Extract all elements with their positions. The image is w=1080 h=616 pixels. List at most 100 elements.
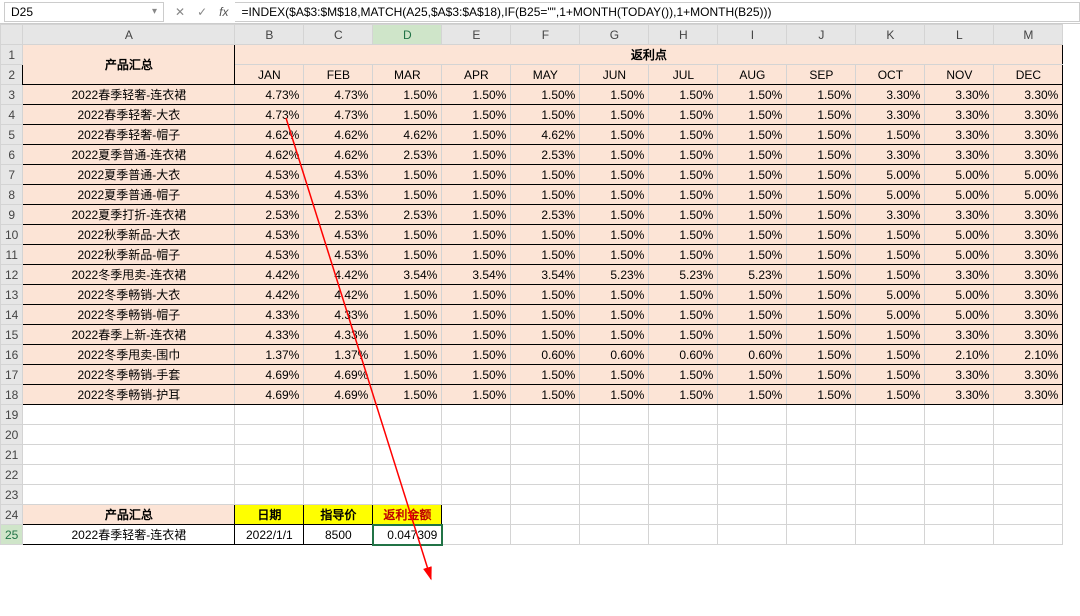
data-cell[interactable]: 1.50%	[718, 365, 787, 385]
data-cell[interactable]: 4.73%	[304, 85, 373, 105]
data-cell[interactable]: 1.50%	[649, 205, 718, 225]
data-cell[interactable]: 1.50%	[580, 85, 649, 105]
empty-cell[interactable]	[580, 505, 649, 525]
empty-cell[interactable]	[856, 505, 925, 525]
data-cell[interactable]: 1.50%	[649, 305, 718, 325]
data-cell[interactable]: 1.50%	[580, 385, 649, 405]
data-cell[interactable]: 1.50%	[442, 245, 511, 265]
data-cell[interactable]: 1.50%	[511, 285, 580, 305]
col-header-M[interactable]: M	[994, 25, 1063, 45]
data-cell[interactable]: 1.50%	[442, 165, 511, 185]
empty-cell[interactable]	[994, 485, 1063, 505]
row-header-8[interactable]: 8	[1, 185, 23, 205]
select-all-corner[interactable]	[1, 25, 23, 45]
empty-cell[interactable]	[649, 465, 718, 485]
data-cell[interactable]: 1.50%	[373, 165, 442, 185]
empty-cell[interactable]	[856, 485, 925, 505]
empty-cell[interactable]	[442, 405, 511, 425]
empty-cell[interactable]	[580, 425, 649, 445]
lower-date-cell[interactable]: 2022/1/1	[235, 525, 304, 545]
data-cell[interactable]: 1.50%	[442, 285, 511, 305]
col-header-I[interactable]: I	[718, 25, 787, 45]
data-cell[interactable]: 1.50%	[856, 125, 925, 145]
data-cell[interactable]: 5.00%	[994, 165, 1063, 185]
empty-cell[interactable]	[925, 445, 994, 465]
data-cell[interactable]: 1.50%	[580, 105, 649, 125]
data-cell[interactable]: 5.00%	[856, 305, 925, 325]
data-cell[interactable]: 4.53%	[235, 245, 304, 265]
data-cell[interactable]: 4.42%	[304, 265, 373, 285]
data-cell[interactable]: 1.50%	[511, 385, 580, 405]
data-cell[interactable]: 5.00%	[925, 285, 994, 305]
data-cell[interactable]: 3.30%	[925, 265, 994, 285]
empty-cell[interactable]	[649, 505, 718, 525]
data-cell[interactable]: 1.50%	[787, 265, 856, 285]
row-header-16[interactable]: 16	[1, 345, 23, 365]
data-cell[interactable]: 1.50%	[373, 185, 442, 205]
data-cell[interactable]: 5.23%	[649, 265, 718, 285]
product-name-cell[interactable]: 2022秋季新品-帽子	[23, 245, 235, 265]
data-cell[interactable]: 1.50%	[856, 225, 925, 245]
data-cell[interactable]: 4.62%	[304, 145, 373, 165]
data-cell[interactable]: 1.50%	[856, 385, 925, 405]
empty-cell[interactable]	[373, 405, 442, 425]
data-cell[interactable]: 0.60%	[580, 345, 649, 365]
row-header-2[interactable]: 2	[1, 65, 23, 85]
empty-cell[interactable]	[304, 465, 373, 485]
data-cell[interactable]: 1.50%	[511, 325, 580, 345]
data-cell[interactable]: 1.50%	[442, 325, 511, 345]
data-cell[interactable]: 5.00%	[856, 285, 925, 305]
product-name-cell[interactable]: 2022秋季新品-大衣	[23, 225, 235, 245]
empty-cell[interactable]	[235, 485, 304, 505]
empty-cell[interactable]	[235, 445, 304, 465]
data-cell[interactable]: 5.00%	[856, 185, 925, 205]
data-cell[interactable]: 3.30%	[994, 105, 1063, 125]
data-cell[interactable]: 1.50%	[511, 365, 580, 385]
product-name-cell[interactable]: 2022冬季甩卖-连衣裙	[23, 265, 235, 285]
data-cell[interactable]: 1.37%	[235, 345, 304, 365]
data-cell[interactable]: 4.53%	[235, 185, 304, 205]
name-box-dropdown-icon[interactable]: ▾	[152, 6, 157, 17]
empty-cell[interactable]	[511, 425, 580, 445]
data-cell[interactable]: 2.53%	[373, 205, 442, 225]
product-name-cell[interactable]: 2022春季上新-连衣裙	[23, 325, 235, 345]
empty-cell[interactable]	[649, 405, 718, 425]
data-cell[interactable]: 1.50%	[373, 225, 442, 245]
data-cell[interactable]: 1.50%	[580, 325, 649, 345]
row-header-9[interactable]: 9	[1, 205, 23, 225]
row-header-4[interactable]: 4	[1, 105, 23, 125]
accept-icon[interactable]: ✓	[194, 5, 210, 19]
col-header-L[interactable]: L	[925, 25, 994, 45]
empty-cell[interactable]	[718, 445, 787, 465]
data-cell[interactable]: 1.50%	[718, 185, 787, 205]
data-cell[interactable]: 1.50%	[856, 365, 925, 385]
data-cell[interactable]: 4.69%	[235, 365, 304, 385]
empty-cell[interactable]	[235, 405, 304, 425]
empty-cell[interactable]	[718, 485, 787, 505]
data-cell[interactable]: 5.23%	[580, 265, 649, 285]
data-cell[interactable]: 3.30%	[856, 85, 925, 105]
row-header-14[interactable]: 14	[1, 305, 23, 325]
product-name-cell[interactable]: 2022春季轻奢-帽子	[23, 125, 235, 145]
data-cell[interactable]: 1.50%	[649, 325, 718, 345]
col-header-G[interactable]: G	[580, 25, 649, 45]
data-cell[interactable]: 1.50%	[787, 165, 856, 185]
data-cell[interactable]: 1.50%	[373, 325, 442, 345]
empty-cell[interactable]	[718, 425, 787, 445]
data-cell[interactable]: 3.30%	[994, 305, 1063, 325]
data-cell[interactable]: 1.50%	[787, 345, 856, 365]
data-cell[interactable]: 1.50%	[787, 365, 856, 385]
data-cell[interactable]: 5.00%	[925, 165, 994, 185]
product-name-cell[interactable]: 2022春季轻奢-大衣	[23, 105, 235, 125]
data-cell[interactable]: 1.50%	[580, 185, 649, 205]
fx-icon[interactable]: fx	[216, 5, 231, 19]
product-name-cell[interactable]: 2022冬季畅销-护耳	[23, 385, 235, 405]
data-cell[interactable]: 1.50%	[580, 365, 649, 385]
data-cell[interactable]: 5.00%	[994, 185, 1063, 205]
data-cell[interactable]: 3.30%	[994, 325, 1063, 345]
data-cell[interactable]: 1.50%	[718, 145, 787, 165]
empty-cell[interactable]	[23, 485, 235, 505]
row-header-1[interactable]: 1	[1, 45, 23, 65]
col-header-A[interactable]: A	[23, 25, 235, 45]
data-cell[interactable]: 1.50%	[787, 245, 856, 265]
